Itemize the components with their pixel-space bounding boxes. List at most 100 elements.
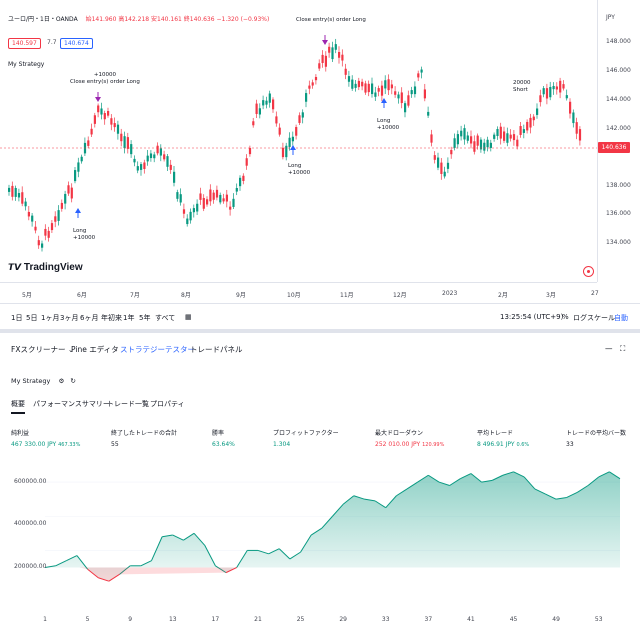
- tab-trade-panel[interactable]: トレードパネル: [190, 345, 243, 354]
- ohlc-values: 始141.960 高142.218 安140.161 終140.636 −1.3…: [85, 16, 270, 23]
- candle: [90, 123, 93, 138]
- auto-scale-toggle[interactable]: 自動: [614, 314, 628, 322]
- candle: [74, 166, 77, 184]
- tab-fx-screener[interactable]: FXスクリーナー ⌄: [11, 345, 75, 354]
- equity-segment: [545, 493, 557, 500]
- x-tick-label: 9: [128, 616, 132, 623]
- candle: [384, 75, 387, 95]
- candle: [209, 184, 212, 206]
- equity-segment: [278, 548, 291, 560]
- candle: [133, 155, 136, 167]
- equity-segment: [460, 473, 472, 480]
- candle: [87, 136, 90, 149]
- strategy-legend[interactable]: My Strategy: [8, 61, 45, 68]
- subtab-trade-list[interactable]: トレード一覧: [107, 400, 149, 408]
- equity-segment: [87, 568, 99, 579]
- candle: [549, 81, 552, 101]
- subtab-overview[interactable]: 概要: [11, 399, 25, 414]
- log-scale-toggle[interactable]: ログスケール: [573, 314, 615, 322]
- target-icon[interactable]: [583, 266, 594, 277]
- price-axis[interactable]: JPY 148.000 146.000 144.000 142.000 138.…: [597, 0, 640, 282]
- candle: [572, 109, 575, 128]
- percent-toggle[interactable]: %: [562, 313, 569, 321]
- candle: [70, 183, 73, 203]
- candle: [199, 187, 202, 205]
- candle: [67, 181, 70, 196]
- calendar-icon[interactable]: ▦: [185, 313, 192, 321]
- subtab-performance-summary[interactable]: パフォーマンスサマリー: [33, 400, 110, 408]
- timeframe-1y[interactable]: 1年: [123, 314, 135, 322]
- timeframe-ytd[interactable]: 年初来: [101, 314, 122, 322]
- equity-chart[interactable]: 1 5 9 13 17 21 25 29 33 37 41 45 49 53 600000.00 4000…: [0, 460, 640, 630]
- annotation-long-1: Long +10000: [73, 228, 96, 241]
- long-entry-arrow: [381, 98, 387, 103]
- sell-price-button[interactable]: 140.597: [8, 38, 41, 49]
- candle: [397, 91, 400, 104]
- equity-segment: [225, 567, 237, 574]
- candle: [552, 82, 555, 95]
- timeframe-5d[interactable]: 5日: [26, 314, 38, 322]
- time-axis[interactable]: 5月 6月 7月 8月 9月 10月 11月 12月 2023 2月 3月 27: [0, 282, 599, 303]
- candle: [47, 226, 50, 242]
- candle: [420, 66, 423, 79]
- currency-label: JPY: [606, 14, 615, 21]
- timeframe-all[interactable]: すべて: [155, 314, 176, 322]
- candle: [522, 124, 525, 139]
- x-tick-label: 45: [510, 616, 518, 623]
- candle: [470, 130, 473, 149]
- candle: [27, 205, 30, 221]
- candle: [298, 112, 301, 125]
- candle: [427, 106, 430, 118]
- tradingview-logo: 𝙏𝙑 TradingView: [8, 262, 83, 273]
- candle: [140, 161, 143, 176]
- time-tick: 6月: [77, 292, 87, 299]
- metric-max-drawdown: 最大ドローダウン 252 010.00 JPY 120.99%: [375, 430, 445, 448]
- candlestick-series[interactable]: [0, 0, 597, 282]
- time-tick: 10月: [287, 292, 301, 299]
- candle: [496, 126, 499, 140]
- annotation-close-long-2: Close entry(s) order Long: [296, 17, 366, 23]
- candle: [519, 121, 522, 138]
- candle: [559, 77, 562, 99]
- symbol-title[interactable]: ユーロ/円・1日・OANDA: [8, 16, 78, 23]
- candle: [413, 81, 417, 98]
- timeframe-6m[interactable]: 6ヶ月: [80, 314, 99, 322]
- minimize-icon[interactable]: —: [605, 344, 613, 353]
- equity-segment: [332, 503, 344, 517]
- candle: [64, 190, 67, 210]
- candle: [222, 193, 225, 204]
- annotation-close-long-1: +10000 Close entry(s) order Long: [70, 72, 140, 85]
- buy-price-button[interactable]: 140.674: [60, 38, 93, 49]
- maximize-icon[interactable]: ⛶: [620, 344, 626, 353]
- refresh-icon[interactable]: ↻: [70, 377, 76, 385]
- price-chart-panel[interactable]: ユーロ/円・1日・OANDA 始141.960 高142.218 安140.16…: [0, 0, 640, 303]
- candle: [166, 154, 169, 171]
- candle: [159, 144, 162, 162]
- equity-segment: [257, 549, 269, 555]
- x-tick-label: 21: [254, 616, 262, 623]
- timeframe-1m[interactable]: 1ヶ月: [41, 314, 60, 322]
- spread-value: 7.7: [47, 39, 57, 46]
- price-tick: 148.000: [606, 38, 631, 45]
- candle: [575, 117, 578, 140]
- close-entry-arrow: [95, 97, 101, 102]
- candle: [100, 102, 103, 120]
- candle: [288, 132, 291, 151]
- strategy-title-row: My Strategy ⚙ ↻: [11, 377, 76, 385]
- long-entry-arrow: [290, 145, 296, 150]
- tab-pine-editor[interactable]: Pine エディタ: [71, 345, 119, 354]
- equity-segment: [236, 550, 248, 568]
- timeframe-1d[interactable]: 1日: [11, 314, 23, 322]
- equity-segment: [310, 527, 323, 536]
- timeframe-5y[interactable]: 5年: [139, 314, 151, 322]
- candle: [295, 124, 298, 140]
- candle: [219, 192, 222, 205]
- settings-icon[interactable]: ⚙: [58, 377, 65, 385]
- price-tick: 146.000: [606, 67, 631, 74]
- tab-strategy-tester[interactable]: ストラテジーテスター: [120, 345, 195, 354]
- candle: [77, 157, 80, 178]
- candle: [143, 159, 146, 174]
- clock-readout[interactable]: 13:25:54 (UTC+9): [500, 313, 564, 321]
- subtab-properties[interactable]: プロパティ: [150, 400, 185, 408]
- timeframe-3m[interactable]: 3ヶ月: [60, 314, 79, 322]
